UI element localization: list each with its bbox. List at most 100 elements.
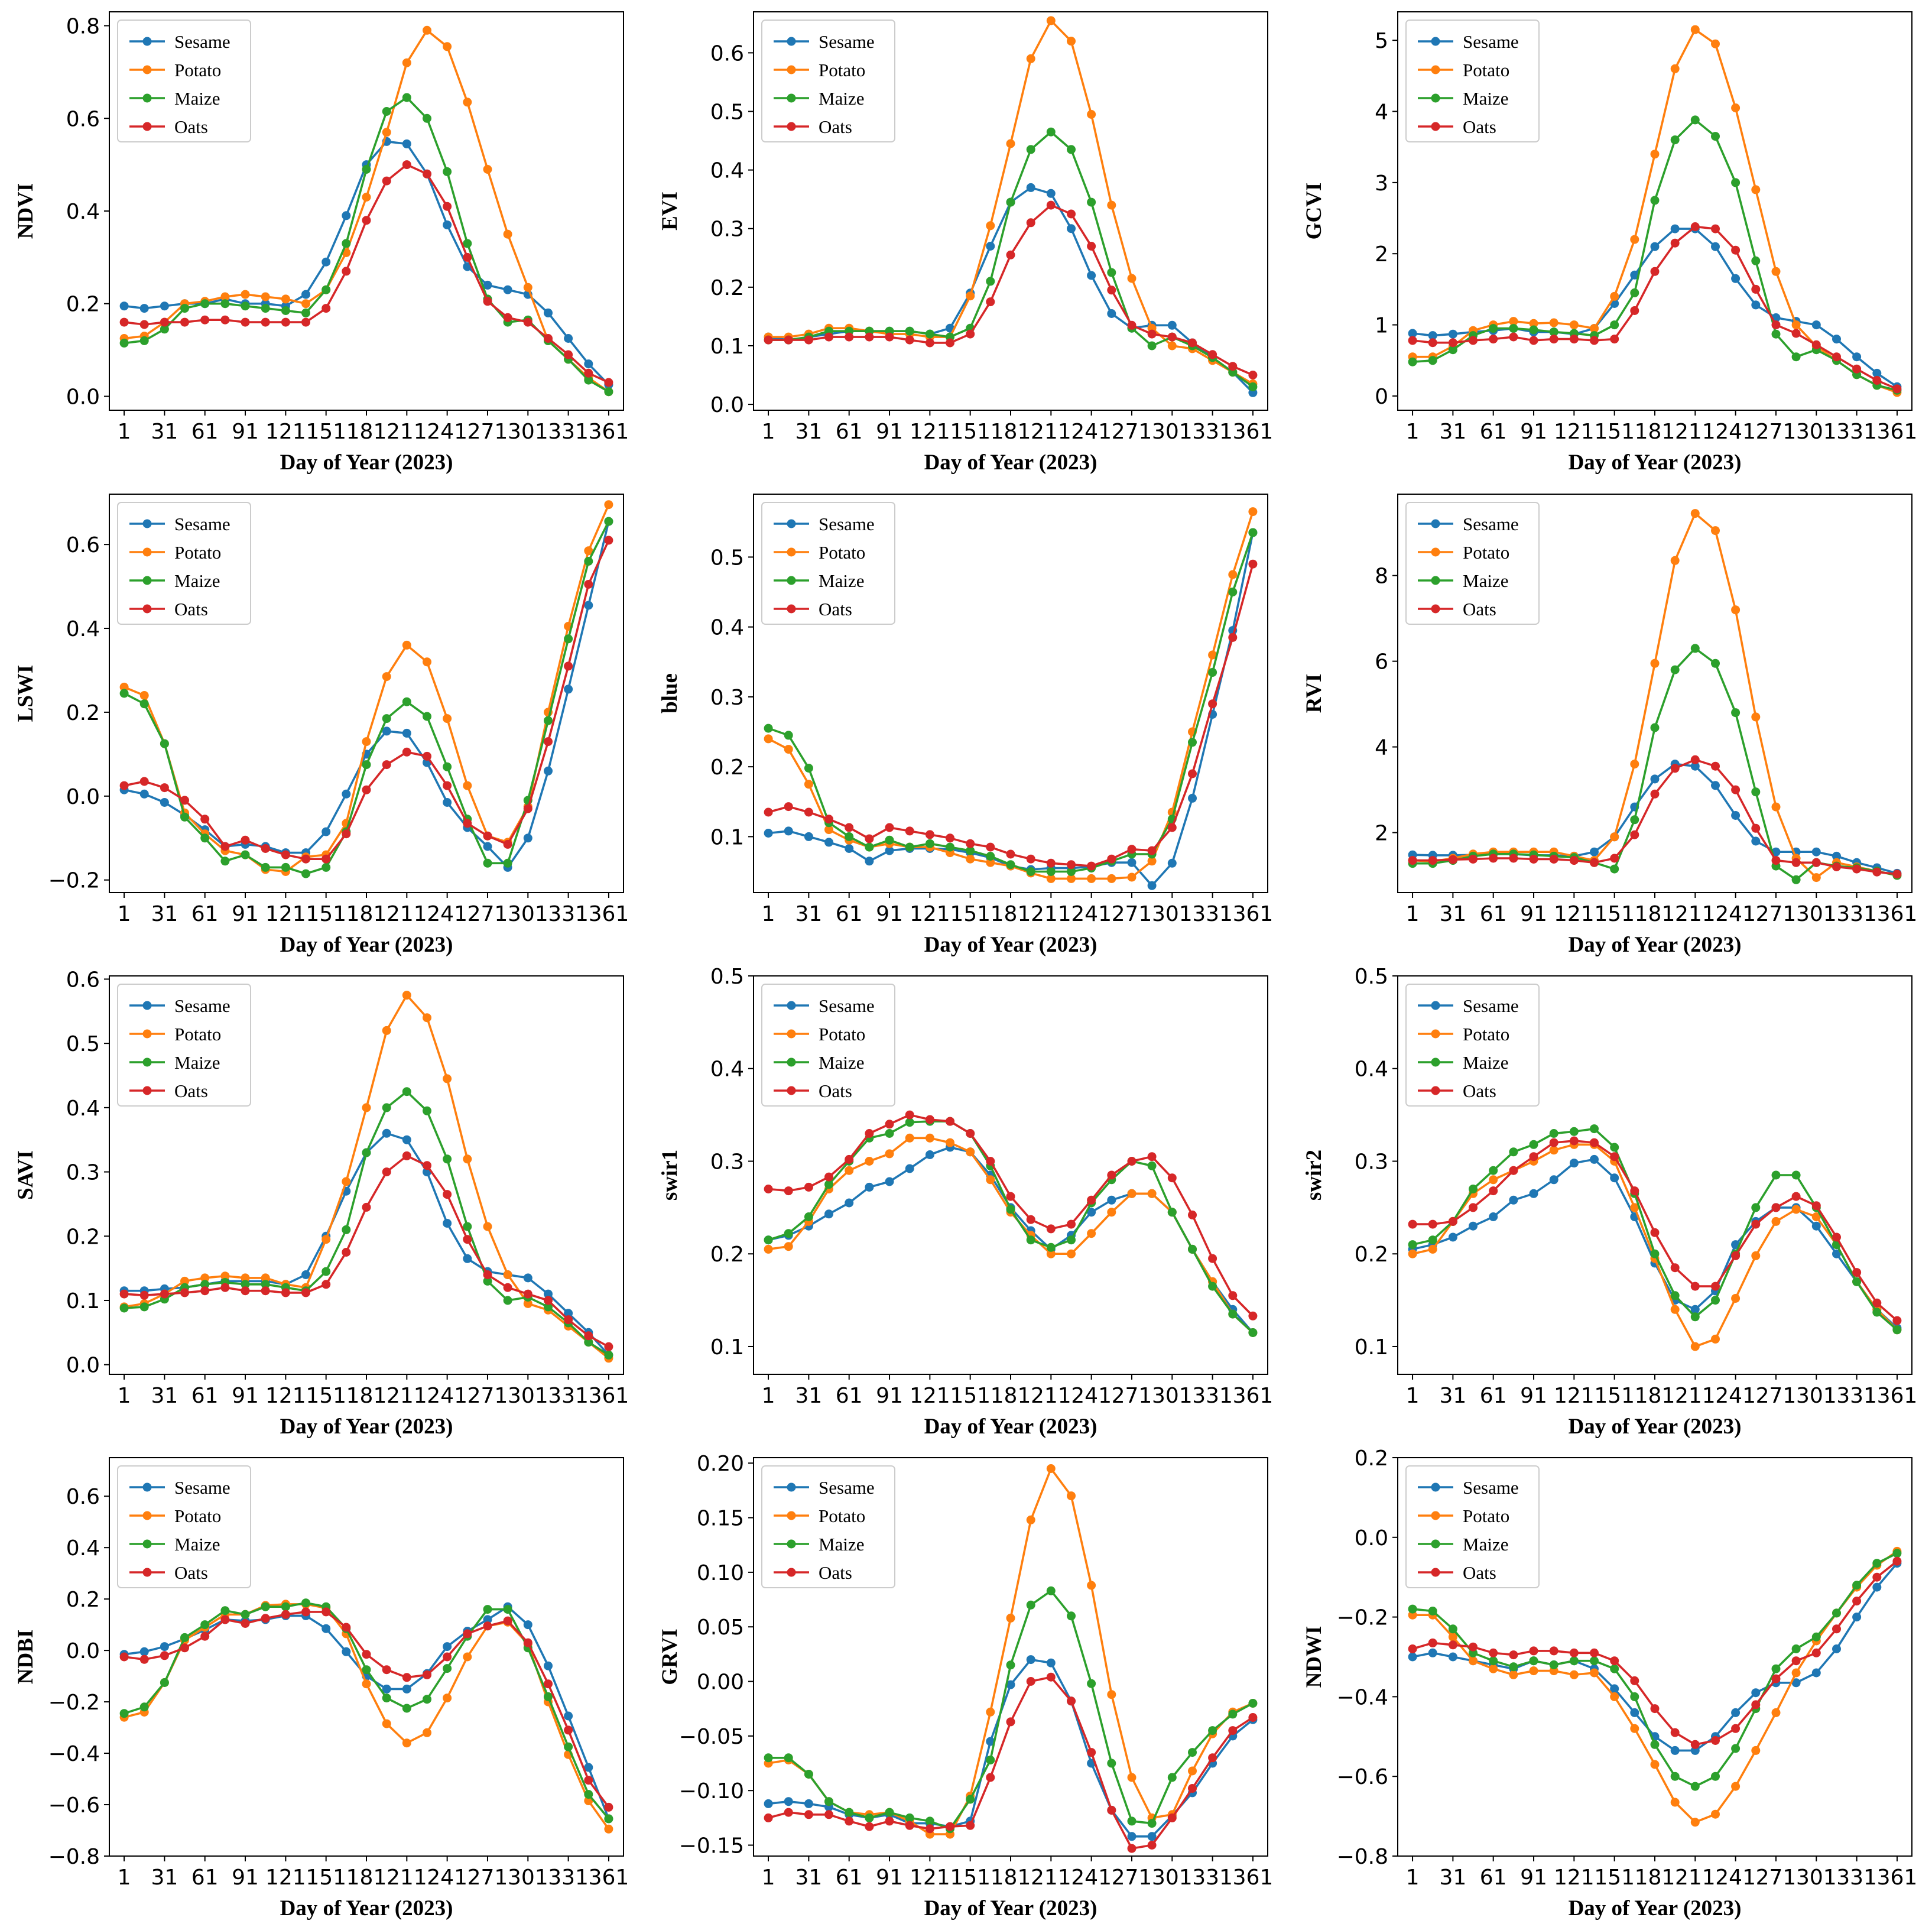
data-point-potato xyxy=(1690,1818,1700,1827)
data-point-oats xyxy=(1731,1724,1741,1733)
legend-box xyxy=(761,1465,895,1588)
data-point-sesame xyxy=(1408,329,1417,338)
data-point-potato xyxy=(382,672,391,682)
y-tick-label: 0.20 xyxy=(697,1452,744,1476)
data-point-oats xyxy=(1832,1624,1841,1634)
data-point-maize xyxy=(845,1808,854,1817)
data-point-oats xyxy=(1731,1251,1741,1260)
data-point-oats xyxy=(1448,338,1457,348)
data-point-maize xyxy=(1670,135,1680,145)
data-point-potato xyxy=(1731,103,1741,112)
y-tick-label: 1 xyxy=(1375,314,1388,338)
y-axis-title: NDWI xyxy=(1302,1626,1326,1688)
data-point-maize xyxy=(362,165,371,174)
data-point-oats xyxy=(220,1283,230,1292)
data-point-oats xyxy=(1610,1152,1619,1162)
data-point-oats xyxy=(1852,1268,1862,1277)
data-point-oats xyxy=(503,313,512,322)
data-point-sesame xyxy=(564,684,573,694)
data-point-oats xyxy=(1771,320,1781,330)
data-point-sesame xyxy=(342,211,351,220)
legend: Sesame Potato Maize Oats xyxy=(761,984,895,1107)
data-point-oats xyxy=(180,1643,189,1653)
data-point-oats xyxy=(301,1288,310,1297)
data-point-oats xyxy=(281,1610,290,1619)
legend-box xyxy=(1405,502,1540,625)
data-point-maize xyxy=(1046,127,1056,137)
y-tick-label: −0.8 xyxy=(1337,1845,1388,1869)
data-point-oats xyxy=(1670,238,1680,248)
legend-marker xyxy=(1431,1511,1440,1520)
data-point-potato xyxy=(604,500,613,510)
data-point-oats xyxy=(804,807,813,817)
data-point-maize xyxy=(1188,1748,1197,1757)
data-point-oats xyxy=(342,829,351,839)
data-point-maize xyxy=(1549,327,1558,337)
x-tick-label: 61 xyxy=(836,420,863,444)
data-point-sesame xyxy=(1127,1832,1137,1841)
data-point-oats xyxy=(1147,1841,1157,1850)
y-axis-title: LSWI xyxy=(14,665,38,722)
legend-label: Sesame xyxy=(819,514,875,534)
legend-label: Maize xyxy=(174,1052,220,1073)
y-tick-label: 0.15 xyxy=(697,1507,744,1531)
data-point-oats xyxy=(865,834,874,844)
y-tick-label: 0.0 xyxy=(66,785,100,809)
y-tick-label: 0.5 xyxy=(710,965,744,989)
data-point-maize xyxy=(1711,132,1720,141)
legend-label: Oats xyxy=(174,1562,208,1583)
data-point-maize xyxy=(1208,1282,1217,1291)
legend-marker xyxy=(787,519,796,528)
data-point-oats xyxy=(804,1810,813,1819)
y-tick-label: −0.4 xyxy=(1337,1685,1388,1709)
data-point-potato xyxy=(1711,1809,1720,1819)
data-point-maize xyxy=(1489,1166,1498,1175)
data-point-sesame xyxy=(764,1799,773,1808)
data-point-maize xyxy=(1428,1235,1437,1245)
y-tick-label: −0.2 xyxy=(48,1691,100,1715)
data-point-oats xyxy=(1811,858,1821,867)
legend-label: Maize xyxy=(819,88,864,109)
data-point-sesame xyxy=(865,857,874,866)
data-point-maize xyxy=(1630,1692,1639,1701)
y-tick-label: 0.2 xyxy=(710,1243,744,1267)
data-point-potato xyxy=(1771,802,1781,812)
data-point-maize xyxy=(1711,1296,1720,1305)
data-point-potato xyxy=(1046,1464,1056,1473)
data-point-maize xyxy=(261,862,270,872)
legend-marker xyxy=(1431,1001,1440,1010)
data-point-oats xyxy=(784,1186,793,1196)
data-point-oats xyxy=(443,781,452,790)
data-point-sesame xyxy=(1751,836,1761,846)
legend-marker xyxy=(787,1539,796,1549)
data-point-maize xyxy=(1489,1656,1498,1666)
data-point-potato xyxy=(200,1273,210,1283)
data-point-maize xyxy=(200,833,210,843)
x-tick-label: 301 xyxy=(508,902,548,926)
data-point-oats xyxy=(1026,218,1035,228)
data-point-oats xyxy=(261,1614,270,1623)
x-tick-label: 361 xyxy=(1233,902,1274,926)
data-point-oats xyxy=(1087,242,1096,251)
data-point-maize xyxy=(281,862,290,872)
data-point-sesame xyxy=(804,1799,813,1808)
data-point-sesame xyxy=(402,139,411,148)
legend-label: Sesame xyxy=(1463,995,1519,1016)
data-point-oats xyxy=(503,839,512,849)
panel-evi: 1 31 61 91 121 151 181 211 241 271 301 331 361 0.0 0.1… xyxy=(658,11,1273,475)
legend-label: Maize xyxy=(174,570,220,591)
data-point-oats xyxy=(1006,1192,1015,1201)
data-point-sesame xyxy=(1448,1232,1457,1242)
legend-marker xyxy=(787,1086,796,1095)
data-point-potato xyxy=(220,292,230,301)
data-point-maize xyxy=(1107,268,1116,277)
data-point-potato xyxy=(784,745,793,754)
x-tick-label: 121 xyxy=(1554,902,1595,926)
data-point-oats xyxy=(1791,1656,1801,1666)
x-tick-label: 331 xyxy=(1192,1384,1233,1408)
data-point-maize xyxy=(1832,1608,1841,1618)
data-point-potato xyxy=(241,290,250,299)
data-point-oats xyxy=(966,1821,975,1830)
data-point-oats xyxy=(423,1161,431,1170)
